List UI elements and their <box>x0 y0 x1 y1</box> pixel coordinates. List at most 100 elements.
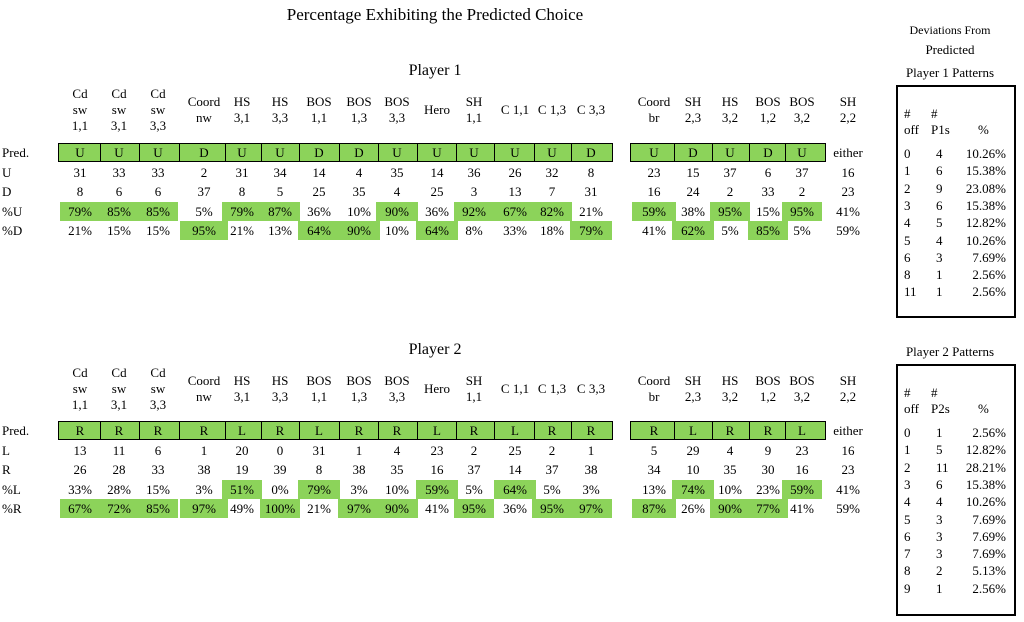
column-header: BOS <box>789 94 815 109</box>
prediction-bar <box>630 421 826 440</box>
prediction-separator <box>339 143 340 162</box>
deviations-cell: 15.38% <box>965 163 1006 179</box>
column-header: 1,2 <box>759 389 777 404</box>
table-cell: 67% <box>494 201 536 221</box>
table-cell: 41% <box>425 501 449 516</box>
column-header: 2,3 <box>684 389 702 404</box>
column-header: C 1,1 <box>500 381 530 396</box>
prediction-separator <box>712 421 713 440</box>
column-header: C 3,3 <box>576 381 606 396</box>
table-cell: 35 <box>723 462 737 477</box>
table-cell: 15% <box>107 223 131 238</box>
table-cell: 59% <box>836 223 860 238</box>
table-cell: 15% <box>146 481 170 497</box>
column-header: 3,1 <box>233 110 251 125</box>
deviations-cell: 3 <box>904 197 911 213</box>
prediction-separator <box>139 143 140 162</box>
prediction-separator <box>417 421 418 440</box>
deviations-cell: 5 <box>936 442 943 458</box>
table-cell: 34 <box>273 164 287 180</box>
deviations-header: off <box>904 122 919 137</box>
table-cell: R <box>114 423 124 438</box>
prediction-separator <box>534 421 535 440</box>
table-cell: 64% <box>416 221 458 240</box>
deviations-cell: 12.82% <box>965 442 1006 458</box>
table-cell: U <box>432 145 442 160</box>
deviations-cell: 2.56% <box>972 425 1006 440</box>
table-cell: 82% <box>532 201 572 221</box>
table-cell: 97% <box>570 499 612 518</box>
prediction-separator <box>534 143 535 162</box>
table-cell: 31 <box>312 442 326 458</box>
table-cell: U <box>547 145 557 160</box>
table-cell: U <box>114 145 124 160</box>
table-cell: 41% <box>836 203 860 219</box>
table-cell: 33 <box>761 184 775 199</box>
table-cell: 10 <box>686 462 700 477</box>
table-cell: D <box>763 145 773 160</box>
table-cell: 31 <box>235 164 249 180</box>
deviations-header: P1s <box>931 122 950 137</box>
column-header: Coord <box>637 94 671 109</box>
prediction-separator <box>179 421 180 440</box>
table-cell: U <box>153 145 163 160</box>
column-header: Hero <box>424 381 450 396</box>
table-cell: R <box>75 423 85 438</box>
table-cell: 23 <box>430 442 444 458</box>
table-cell: 1 <box>587 442 595 458</box>
table-cell: 26 <box>73 462 87 477</box>
column-header: HS <box>721 94 739 109</box>
column-header: 3,3 <box>149 397 167 412</box>
table-cell: 21% <box>579 203 603 219</box>
column-header: SH <box>465 373 483 388</box>
column-header: sw <box>72 102 88 117</box>
deviations-cell: 4 <box>904 494 911 510</box>
table-cell: 74% <box>672 479 714 499</box>
column-header: sw <box>111 381 127 396</box>
prediction-separator <box>785 421 786 440</box>
row-label: L <box>2 442 10 458</box>
prediction-separator <box>417 143 418 162</box>
table-cell: 0 <box>276 442 284 458</box>
column-header: BOS <box>384 94 410 109</box>
table-cell: R <box>763 423 773 438</box>
table-cell: 10% <box>385 223 409 238</box>
row-label: D <box>2 184 12 199</box>
deviations-cell: 6 <box>904 528 911 544</box>
deviations-cell: 1 <box>936 267 943 283</box>
table-cell: 11 <box>112 442 126 458</box>
table-cell: U <box>469 145 479 160</box>
column-header: br <box>648 110 660 125</box>
table-cell: 13 <box>73 442 87 458</box>
row-label: Pred. <box>2 145 30 160</box>
deviations-cell: 4 <box>936 232 943 248</box>
table-cell: 25 <box>430 184 444 199</box>
table-cell: 26% <box>681 501 705 516</box>
table-cell: 6 <box>154 184 162 199</box>
table-cell: U <box>725 145 735 160</box>
table-cell: 62% <box>672 221 714 240</box>
column-header: 3,2 <box>793 110 811 125</box>
deviations-cell: 6 <box>904 249 911 265</box>
column-header: 1,3 <box>350 389 368 404</box>
table-cell: 95% <box>532 499 572 518</box>
prediction-separator <box>179 143 180 162</box>
deviations-cell: 28.21% <box>965 459 1006 475</box>
table-cell: 38 <box>352 462 366 477</box>
table-cell: U <box>237 145 247 160</box>
column-header: sw <box>111 102 127 117</box>
table-cell: 49% <box>230 501 254 516</box>
table-cell: 36% <box>307 203 331 219</box>
column-header: 3,3 <box>149 118 167 133</box>
prediction-separator <box>378 143 379 162</box>
column-header: C 3,3 <box>576 102 606 117</box>
table-cell: L <box>511 423 519 438</box>
table-cell: 59% <box>782 479 822 499</box>
table-cell: D <box>354 145 364 160</box>
column-header: 1,1 <box>71 118 89 133</box>
deviations-cell: 5.13% <box>972 563 1006 579</box>
table-cell: 6 <box>764 164 772 180</box>
table-cell: 37 <box>197 184 211 199</box>
table-cell: 36 <box>467 164 481 180</box>
table-cell: 16 <box>647 184 661 199</box>
